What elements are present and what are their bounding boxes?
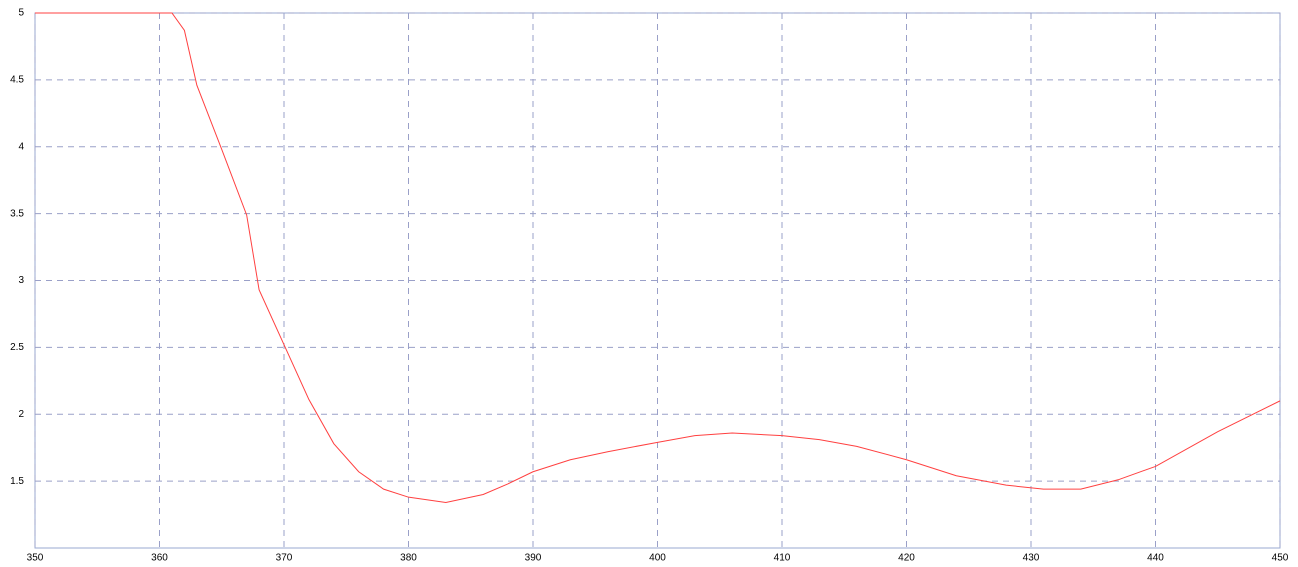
x-tick-label: 430 bbox=[1023, 553, 1040, 564]
y-tick-label: 2 bbox=[18, 409, 24, 420]
y-tick-label: 1.5 bbox=[10, 476, 24, 487]
y-tick-label: 5 bbox=[18, 8, 24, 19]
y-tick-label: 3 bbox=[18, 275, 24, 286]
x-tick-label: 400 bbox=[649, 553, 666, 564]
x-tick-label: 420 bbox=[898, 553, 915, 564]
x-tick-label: 360 bbox=[151, 553, 168, 564]
x-tick-label: 390 bbox=[525, 553, 542, 564]
data-line bbox=[35, 12, 1281, 504]
y-tick-label: 2.5 bbox=[10, 342, 24, 353]
y-tick-label: 4.5 bbox=[10, 75, 24, 86]
y-tick-label: 3.5 bbox=[10, 208, 24, 219]
y-tick-label: 4 bbox=[18, 141, 24, 152]
x-tick-label: 440 bbox=[1147, 553, 1164, 564]
x-tick-label: 410 bbox=[774, 553, 791, 564]
x-tick-label: 380 bbox=[400, 553, 417, 564]
x-tick-label: 350 bbox=[27, 553, 44, 564]
x-tick-label: 450 bbox=[1272, 553, 1289, 564]
x-tick-label: 370 bbox=[276, 553, 293, 564]
